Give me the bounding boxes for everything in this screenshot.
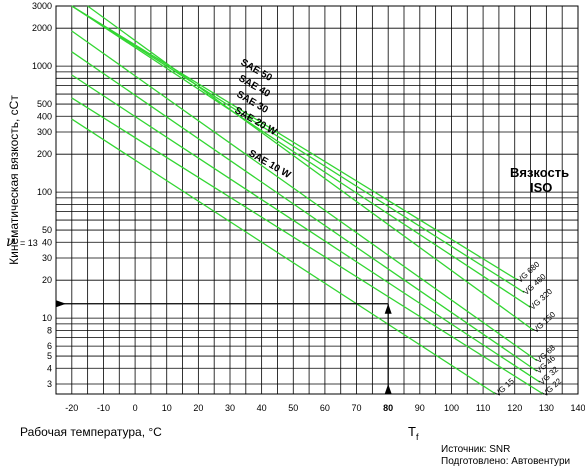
x-tick-label: 120 [507, 403, 522, 413]
y-tick-label: 500 [37, 99, 52, 109]
x-tick-label: 130 [539, 403, 554, 413]
y-tick-label: 3000 [32, 1, 52, 11]
y-tick-label: 20 [42, 275, 52, 285]
y-tick-label: 3 [47, 379, 52, 389]
y-tick-label: 200 [37, 149, 52, 159]
y-tick-label: 8 [47, 325, 52, 335]
tf-label: Tf [408, 424, 419, 442]
x-tick-label: 40 [257, 403, 267, 413]
x-tick-label: 20 [193, 403, 203, 413]
series-line-vg-150 [87, 5, 535, 331]
chart-grid [55, 5, 579, 395]
x-tick-label: 80 [383, 403, 393, 413]
x-tick-label: 140 [570, 403, 585, 413]
tf-arrow-up-icon [384, 303, 392, 314]
x-axis-ticks: -20 -10 0 10 20 30 40 50 60 70 80 90 100 110 120 130 140 [65, 403, 585, 413]
series-line-vg-15 [71, 118, 497, 395]
y-tick-label: 5 [47, 351, 52, 361]
x-tick-label: 110 [476, 403, 490, 413]
iso-legend-title-line1: Вязкость [510, 165, 569, 180]
x-tick-label: 10 [162, 403, 172, 413]
plot-frame [55, 5, 579, 395]
x-tick-label: 30 [225, 403, 235, 413]
series-line-vg-22 [71, 97, 544, 395]
x-tick-label: -20 [65, 403, 78, 413]
operating-point-annotation: ν = 13 Tf [6, 234, 419, 442]
y-tick-label: 2000 [32, 23, 52, 33]
y-tick-label: 50 [42, 225, 52, 235]
series-line-vg-68 [71, 30, 538, 362]
x-tick-label: -10 [97, 403, 110, 413]
nu-arrow-icon [56, 300, 66, 308]
x-tick-label: 70 [352, 403, 362, 413]
y-tick-label: 400 [37, 111, 52, 121]
y-tick-label: 30 [42, 253, 52, 263]
y-tick-label: 300 [37, 127, 52, 137]
series-label-vg-15: VG 15 [493, 376, 516, 398]
series-line-vg-32 [71, 74, 541, 383]
series-line-vg-46 [71, 51, 538, 372]
y-axis-ticks: 3000 2000 1000 500 400 300 200 100 50 40 30 20 10 8 65… [32, 1, 52, 389]
y-tick-label: 100 [37, 187, 52, 197]
nu-value-label: = 13 [20, 238, 38, 248]
series-line-vg-460 [71, 5, 525, 293]
x-axis-title: Рабочая температура, °C [20, 425, 162, 439]
y-tick-label: 6 [47, 341, 52, 351]
x-tick-label: 90 [415, 403, 425, 413]
x-tick-label: 100 [444, 403, 459, 413]
x-tick-label: 50 [288, 403, 298, 413]
source-line-2: Подготовлено: Автовентури [441, 456, 570, 467]
x-tick-label: 60 [320, 403, 330, 413]
series-label-vg-150: VG 150 [531, 310, 558, 335]
y-tick-label: 10 [42, 313, 52, 323]
series-line-vg-680 [71, 5, 519, 281]
source-line-1: Источник: SNR [441, 444, 510, 455]
tf-arrow-bottom-icon [384, 384, 392, 394]
sae-labels: SAE 50 SAE 40 SAE 30 SAE 20 W SAE 10 W [233, 57, 293, 181]
x-tick-label: 0 [133, 403, 138, 413]
series-line-vg-320 [71, 5, 531, 308]
y-tick-label: 40 [42, 237, 52, 247]
iso-legend-title-line2: ISO [530, 180, 552, 195]
nu-symbol: ν [6, 234, 15, 250]
y-axis-title: Кинематическая вязкость, сСт [7, 95, 21, 265]
y-tick-label: 4 [47, 363, 52, 373]
y-tick-label: 1000 [32, 61, 52, 71]
